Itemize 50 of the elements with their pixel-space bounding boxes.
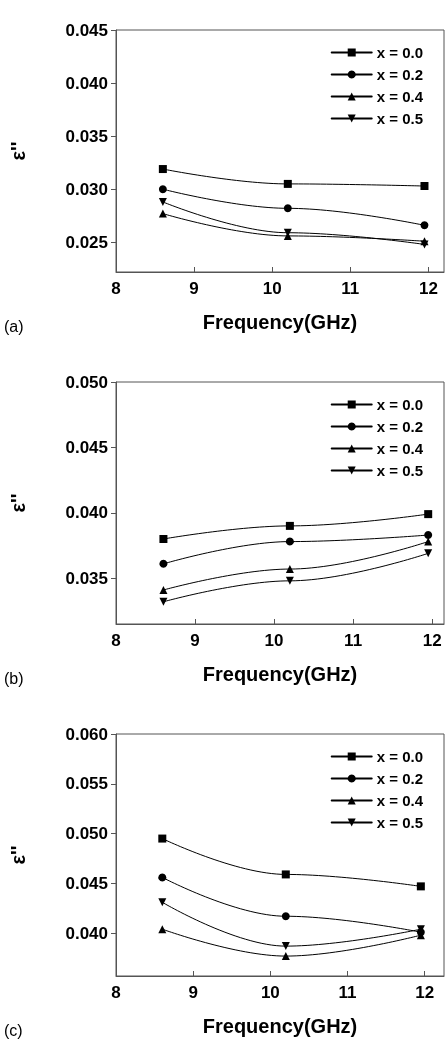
legend-label: x = 0.0 bbox=[376, 44, 424, 61]
y-tick-label: 0.055 bbox=[65, 774, 108, 794]
legend-label: x = 0.5 bbox=[376, 462, 424, 479]
x-axis-title: Frequency(GHz) bbox=[202, 1015, 358, 1037]
text: (a) bbox=[4, 317, 24, 335]
y-tick-label: 0.045 bbox=[65, 437, 108, 457]
y-tick-label: 0.040 bbox=[65, 73, 108, 93]
y-tick-label: 0.035 bbox=[65, 126, 108, 146]
x-tick-label: 11 bbox=[344, 631, 363, 650]
x-tick-label: 9 bbox=[190, 631, 200, 650]
x-tick-label: 11 bbox=[341, 279, 360, 298]
x-tick-label: 10 bbox=[264, 631, 284, 650]
y-axis-title: ε'' bbox=[7, 845, 29, 865]
y-tick-label: 0.050 bbox=[65, 824, 108, 844]
y-tick-label: 0.040 bbox=[65, 503, 108, 523]
y-tick-label: 0.050 bbox=[65, 372, 108, 392]
x-tick-label: 10 bbox=[260, 983, 280, 1002]
x-tick-label: 10 bbox=[262, 279, 282, 298]
x-tick-label: 8 bbox=[111, 279, 121, 298]
legend-label: x = 0.5 bbox=[376, 110, 424, 127]
x-tick-label: 12 bbox=[422, 631, 442, 650]
y-tick-label: 0.040 bbox=[65, 923, 108, 943]
x-tick-label: 12 bbox=[415, 983, 435, 1002]
text: (b) bbox=[4, 669, 24, 687]
y-tick-label: 0.025 bbox=[65, 232, 108, 252]
x-tick-label: 8 bbox=[111, 983, 121, 1002]
legend-label: x = 0.2 bbox=[376, 770, 424, 787]
y-tick-label: 0.060 bbox=[65, 724, 108, 744]
legend-label: x = 0.2 bbox=[376, 66, 424, 83]
y-tick-label: 0.045 bbox=[65, 873, 108, 893]
legend-label: x = 0.0 bbox=[376, 748, 424, 765]
legend-label: x = 0.4 bbox=[376, 792, 424, 809]
x-tick-label: 9 bbox=[188, 983, 198, 1002]
x-tick-label: 8 bbox=[111, 631, 121, 650]
legend-label: x = 0.4 bbox=[376, 440, 424, 457]
y-axis-title: ε'' bbox=[7, 493, 29, 513]
legend-label: x = 0.0 bbox=[376, 396, 424, 413]
x-axis-title: Frequency(GHz) bbox=[202, 311, 358, 333]
y-tick-label: 0.030 bbox=[65, 179, 108, 199]
x-tick-label: 11 bbox=[338, 983, 357, 1002]
legend-label: x = 0.5 bbox=[376, 814, 424, 831]
x-tick-label: 9 bbox=[189, 279, 199, 298]
x-tick-label: 12 bbox=[418, 279, 438, 298]
text: (c) bbox=[4, 1021, 23, 1039]
y-tick-label: 0.035 bbox=[65, 568, 108, 588]
legend-label: x = 0.2 bbox=[376, 418, 424, 435]
x-axis-title: Frequency(GHz) bbox=[202, 663, 358, 685]
y-tick-label: 0.045 bbox=[65, 20, 108, 40]
legend-label: x = 0.4 bbox=[376, 88, 424, 105]
y-axis-title: ε'' bbox=[7, 141, 29, 161]
